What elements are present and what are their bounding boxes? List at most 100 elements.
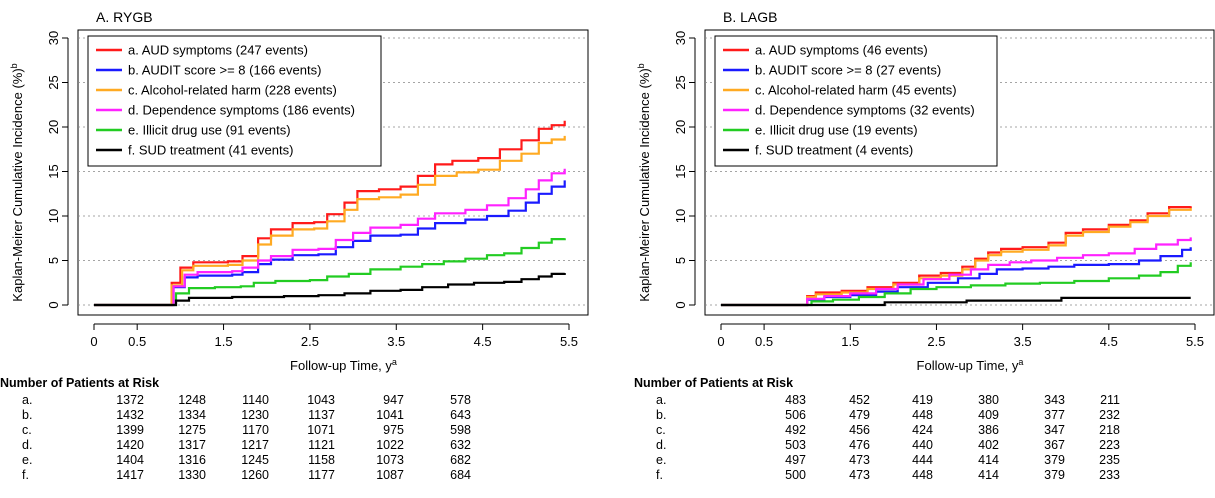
- risk-cell: 402: [978, 438, 999, 452]
- risk-table-rygb: Number of Patients at Risk a. 1372 1248 1140…: [0, 376, 590, 498]
- y-tick-label: 15: [673, 164, 688, 178]
- plot-border: [77, 29, 589, 316]
- y-tick-label: 15: [46, 164, 61, 178]
- risk-cell: 211: [1100, 393, 1120, 407]
- series-line-a: [721, 206, 1192, 307]
- risk-row-label: d.: [22, 438, 33, 452]
- risk-cell: 347: [1044, 423, 1065, 437]
- risk-cell: 492: [785, 423, 806, 437]
- legend-entry: b. AUDIT score >= 8 (27 events): [755, 63, 941, 78]
- risk-cell: 448: [912, 468, 933, 482]
- risk-cell: 1275: [178, 423, 206, 437]
- series-line-c: [94, 135, 566, 307]
- risk-cell: 1420: [116, 438, 144, 452]
- risk-cell: 379: [1044, 453, 1065, 467]
- risk-row-label: a.: [22, 393, 33, 407]
- x-tick-label: 0.5: [128, 334, 146, 349]
- risk-cell: 1317: [178, 438, 206, 452]
- legend-entry: c. Alcohol-related harm (228 events): [128, 83, 337, 98]
- risk-cell: 1071: [307, 423, 335, 437]
- legend-entry: d. Dependence symptoms (186 events): [128, 103, 355, 118]
- x-tick-label: 0: [90, 334, 97, 349]
- legend-entry: e. Illicit drug use (91 events): [128, 123, 291, 138]
- y-tick-label: 25: [673, 75, 688, 89]
- risk-cell: 1230: [241, 408, 269, 422]
- risk-cell: 598: [450, 423, 471, 437]
- risk-cell: 367: [1044, 438, 1065, 452]
- risk-cell: 1372: [116, 393, 144, 407]
- risk-cell: 643: [450, 408, 471, 422]
- risk-cell: 1158: [308, 453, 335, 467]
- risk-cell: 975: [383, 423, 404, 437]
- risk-cell: 424: [912, 423, 933, 437]
- risk-row-label: a.: [656, 393, 667, 407]
- risk-cell: 1073: [376, 453, 404, 467]
- risk-row-label: c.: [22, 423, 32, 437]
- risk-cell: 414: [978, 468, 999, 482]
- risk-cell: 503: [785, 438, 806, 452]
- risk-cell: 1260: [241, 468, 269, 482]
- risk-row-label: b.: [656, 408, 667, 422]
- risk-cell: 223: [1099, 438, 1120, 452]
- y-axis-label-text: Kaplan-Meirer Cumulative Incidence (%): [10, 68, 25, 301]
- y-tick-label: 10: [673, 209, 688, 223]
- x-tick-label: 0: [717, 334, 724, 349]
- series-line-d: [94, 168, 566, 307]
- risk-cell: 1137: [308, 408, 335, 422]
- risk-cell: 479: [849, 408, 870, 422]
- legend-entry: b. AUDIT score >= 8 (166 events): [128, 63, 321, 78]
- legend-entry: f. SUD treatment (4 events): [755, 143, 913, 158]
- risk-cell: 1404: [116, 453, 144, 467]
- x-tick-label: 5.5: [560, 334, 578, 349]
- risk-cell: 380: [978, 393, 999, 407]
- risk-cell: 476: [849, 438, 870, 452]
- risk-cell: 1140: [242, 393, 269, 407]
- legend-box: [87, 35, 382, 167]
- legend-entry: a. AUD symptoms (46 events): [755, 43, 928, 58]
- risk-cell: 1022: [376, 438, 404, 452]
- y-tick-label: 20: [46, 120, 61, 134]
- legend-entry: d. Dependence symptoms (32 events): [755, 103, 975, 118]
- risk-cell: 1245: [241, 453, 269, 467]
- risk-cell: 578: [450, 393, 471, 407]
- risk-cell: 232: [1099, 408, 1120, 422]
- panel-title: B. LAGB: [723, 9, 777, 25]
- risk-cell: 1399: [116, 423, 144, 437]
- x-axis-label-text: Follow-up Time, y: [917, 358, 1019, 373]
- series-line-a: [94, 120, 566, 307]
- risk-cell: 483: [785, 393, 806, 407]
- y-tick-label: 10: [46, 209, 61, 223]
- x-axis-label-sup: a: [392, 357, 397, 367]
- x-tick-label: 4.5: [474, 334, 492, 349]
- risk-cell: 1217: [241, 438, 269, 452]
- series-line-c: [721, 208, 1192, 307]
- x-tick-label: 5.5: [1186, 334, 1204, 349]
- legend-entry: a. AUD symptoms (247 events): [128, 43, 308, 58]
- x-axis-label: Follow-up Time, ya: [290, 357, 397, 373]
- legend-entry: e. Illicit drug use (19 events): [755, 123, 918, 138]
- legend: a. AUD symptoms (247 events) b. AUDIT sco…: [87, 35, 382, 167]
- x-axis-label-sup: a: [1018, 357, 1023, 367]
- y-axis-label-sup: b: [636, 63, 646, 68]
- x-tick-label: 2.5: [927, 334, 945, 349]
- risk-cell: 456: [849, 423, 870, 437]
- legend-box: [714, 35, 998, 167]
- risk-cell: 379: [1044, 468, 1065, 482]
- y-axis-label-text: Kaplan-Meirer Cumulative Incidence (%): [637, 68, 652, 301]
- risk-cell: 1248: [178, 393, 206, 407]
- y-tick-label: 30: [673, 31, 688, 45]
- risk-cell: 1316: [178, 453, 206, 467]
- y-axis-label-sup: b: [9, 63, 19, 68]
- panel-rygb: 0 5 10 15 20 25 30 0 0.5 1.5 2.5 3.5 4.5 5.5 Follow-up…: [9, 9, 589, 373]
- risk-table-title: Number of Patients at Risk: [0, 376, 160, 390]
- x-tick-label: 3.5: [387, 334, 405, 349]
- x-tick-label: 2.5: [301, 334, 319, 349]
- risk-cell: 1432: [116, 408, 144, 422]
- risk-cell: 947: [383, 393, 404, 407]
- risk-cell: 235: [1099, 453, 1120, 467]
- risk-cell: 419: [912, 393, 933, 407]
- y-tick-label: 25: [46, 75, 61, 89]
- risk-table-lagb: Number of Patients at Risk a. 483 452 419 380…: [634, 376, 1215, 498]
- risk-cell: 440: [912, 438, 933, 452]
- risk-cell: 377: [1044, 408, 1065, 422]
